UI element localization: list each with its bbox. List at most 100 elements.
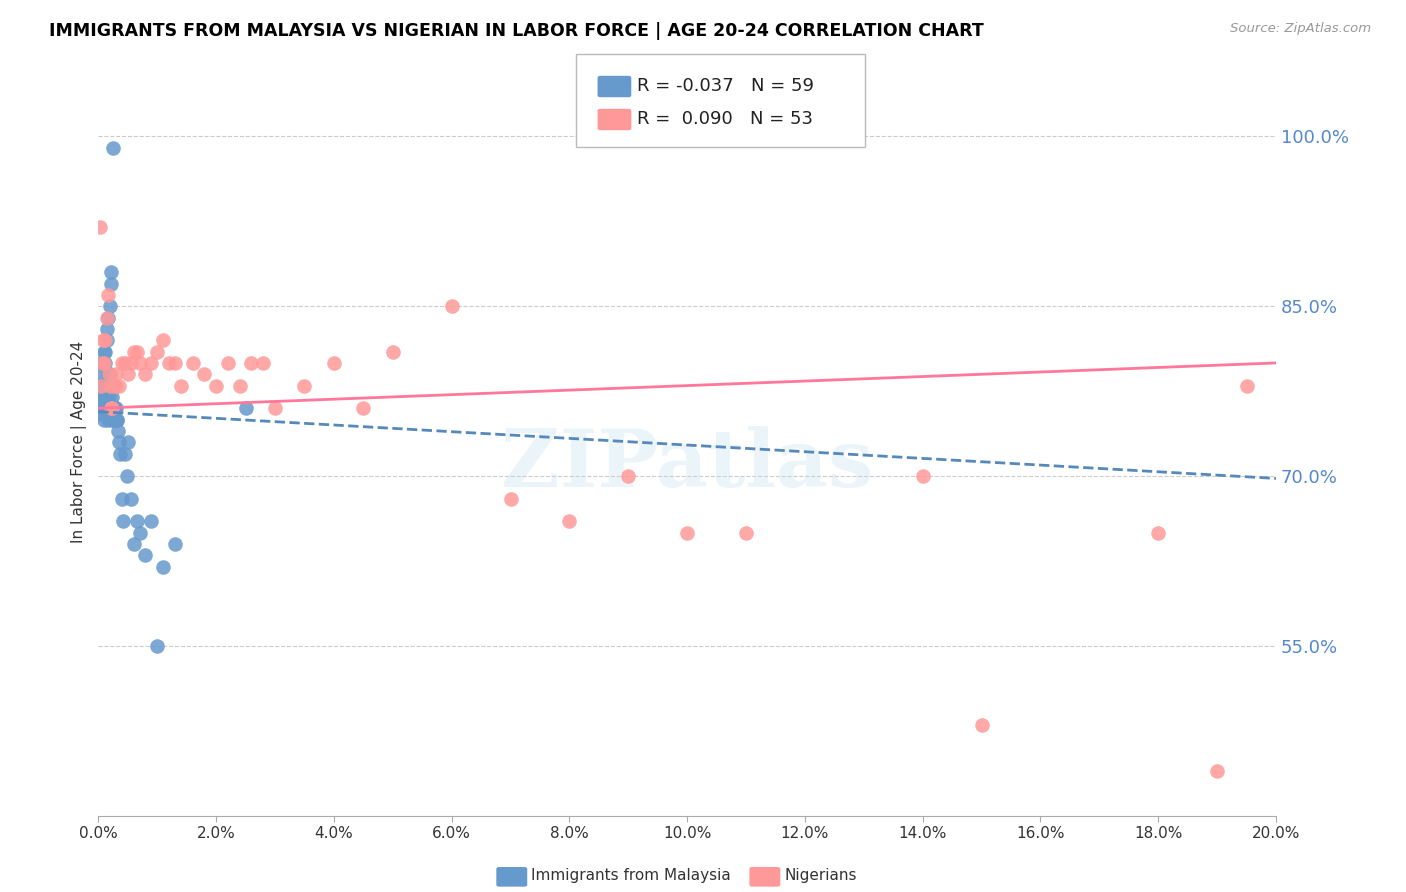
Text: R =  0.090   N = 53: R = 0.090 N = 53	[637, 110, 813, 128]
Point	[97, 288, 120, 302]
Point	[104, 412, 127, 426]
Point	[117, 368, 139, 382]
Point	[322, 356, 344, 370]
Point	[163, 356, 186, 370]
Point	[101, 412, 124, 426]
Point	[101, 401, 124, 416]
Point	[105, 412, 128, 426]
Point	[101, 401, 124, 416]
Point	[120, 356, 142, 370]
Point	[107, 424, 129, 438]
Point	[91, 390, 114, 404]
Point	[103, 378, 125, 392]
Point	[96, 401, 118, 416]
Point	[558, 515, 581, 529]
Point	[94, 401, 117, 416]
Point	[134, 368, 156, 382]
Point	[98, 299, 121, 313]
Point	[228, 378, 250, 392]
Text: Nigerians: Nigerians	[785, 869, 858, 883]
Point	[104, 401, 127, 416]
Point	[100, 277, 122, 291]
Point	[97, 368, 120, 382]
Point	[141, 515, 163, 529]
Point	[146, 344, 169, 359]
Point	[252, 356, 274, 370]
Point	[104, 378, 127, 392]
Point	[128, 356, 150, 370]
Point	[352, 401, 374, 416]
Point	[97, 401, 120, 416]
Point	[112, 515, 135, 529]
Point	[163, 537, 186, 551]
Point	[134, 549, 156, 563]
Point	[90, 407, 112, 421]
Point	[381, 344, 404, 359]
Point	[108, 446, 131, 460]
Point	[122, 344, 145, 359]
Point	[94, 344, 117, 359]
Point	[128, 525, 150, 540]
Point	[157, 356, 180, 370]
Point	[96, 333, 118, 347]
Point	[105, 401, 128, 416]
Point	[105, 412, 128, 426]
Point	[115, 469, 138, 483]
Point	[98, 401, 121, 416]
Point	[90, 356, 112, 370]
Point	[170, 378, 193, 392]
Point	[94, 390, 117, 404]
Point	[141, 356, 163, 370]
Point	[499, 491, 522, 506]
Point	[96, 310, 118, 325]
Point	[93, 412, 115, 426]
Point	[97, 310, 120, 325]
Point	[264, 401, 287, 416]
Point	[122, 537, 145, 551]
Text: IMMIGRANTS FROM MALAYSIA VS NIGERIAN IN LABOR FORCE | AGE 20-24 CORRELATION CHAR: IMMIGRANTS FROM MALAYSIA VS NIGERIAN IN …	[49, 22, 984, 40]
Point	[93, 390, 115, 404]
Point	[735, 525, 758, 540]
Point	[91, 401, 114, 416]
Point	[90, 368, 112, 382]
Point	[120, 491, 142, 506]
Point	[89, 378, 111, 392]
Point	[100, 401, 122, 416]
Point	[125, 344, 148, 359]
Point	[152, 559, 174, 574]
Point	[90, 378, 112, 392]
Point	[100, 265, 122, 279]
Point	[440, 299, 463, 313]
Text: Immigrants from Malaysia: Immigrants from Malaysia	[531, 869, 731, 883]
Point	[1147, 525, 1170, 540]
Point	[100, 401, 122, 416]
Point	[103, 412, 125, 426]
Point	[108, 435, 131, 450]
Point	[111, 356, 134, 370]
Point	[111, 491, 134, 506]
Point	[94, 378, 117, 392]
Point	[125, 515, 148, 529]
Text: ZIPatlas: ZIPatlas	[501, 425, 873, 504]
Point	[93, 344, 115, 359]
Point	[146, 639, 169, 653]
Text: Source: ZipAtlas.com: Source: ZipAtlas.com	[1230, 22, 1371, 36]
Point	[205, 378, 228, 392]
Point	[97, 412, 120, 426]
Point	[617, 469, 640, 483]
Point	[89, 401, 111, 416]
Point	[97, 368, 120, 382]
Point	[294, 378, 316, 392]
Point	[94, 333, 117, 347]
Point	[97, 390, 120, 404]
Point	[101, 390, 124, 404]
Point	[108, 378, 131, 392]
Y-axis label: In Labor Force | Age 20-24: In Labor Force | Age 20-24	[72, 341, 87, 543]
Point	[152, 333, 174, 347]
Point	[105, 368, 128, 382]
Point	[97, 378, 120, 392]
Point	[103, 401, 125, 416]
Point	[90, 356, 112, 370]
Point	[117, 435, 139, 450]
Point	[101, 141, 124, 155]
